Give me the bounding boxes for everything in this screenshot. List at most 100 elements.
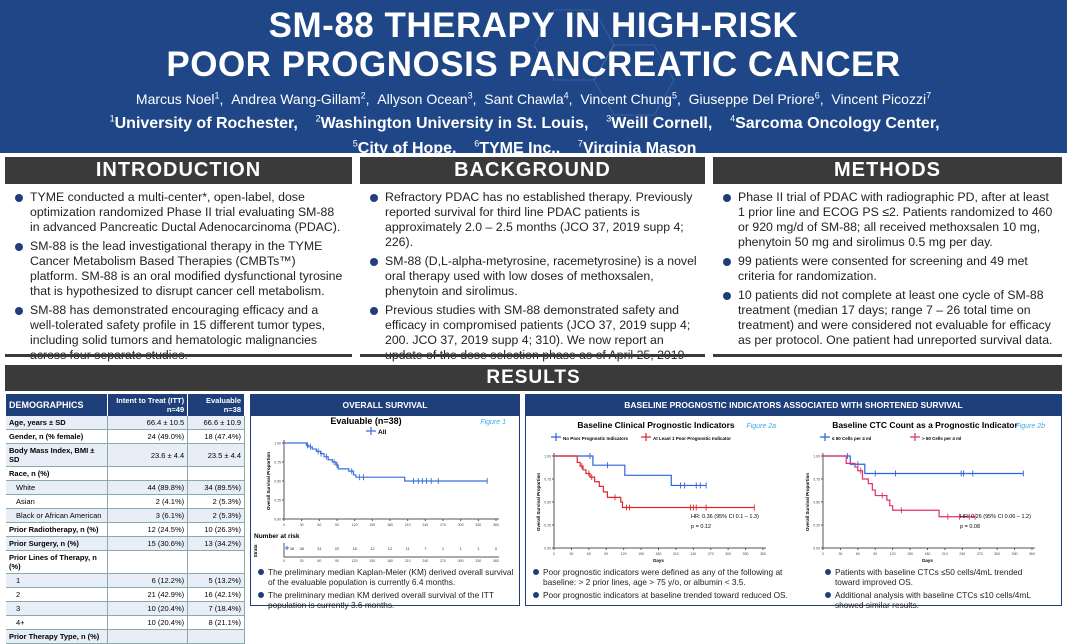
affiliation: 7Virginia Mason [578,140,714,153]
risk-count: 1 [477,546,480,551]
x-tick-label: 90 [873,552,877,556]
x-tick-label: 360 [493,523,499,527]
x-tick-label: 270 [440,523,446,527]
risk-count: 38 [299,546,304,551]
x-tick-label: 60 [587,552,591,556]
chart-title: Baseline Clinical Prognostic Indicators [577,420,735,430]
figure-label: Figure 2b [1015,423,1045,430]
x-tick-label: 360 [760,552,766,556]
author: Sant Chawla4, [484,91,580,107]
cell-value: 66.4 ± 10.5 [108,416,188,430]
x-tick-label: 90 [335,523,339,527]
x-tick-label: 150 [907,552,913,556]
risk-count: 22 [335,546,340,551]
y-axis-label: Overall Survival Proportion [805,473,810,532]
cell-value: 2 (5.3%) [188,495,245,509]
author-name: Marcus Noel [136,91,215,107]
author-name: Vincent Picozzi [831,91,926,107]
legend-marker [366,427,376,435]
title-line-1: SM-88 THERAPY IN HIGH-RISK [269,6,799,45]
risk-count: 12 [388,546,393,551]
x-tick-label: 90 [604,552,608,556]
affiliation: 3Weill Cornell, [606,115,730,132]
x-tick-label: 330 [1012,552,1018,556]
y-axis-label: Overall Survival Proportion [266,452,271,511]
x-tick-label: 60 [856,552,860,556]
x-tick-label: 300 [725,552,731,556]
section-title: BACKGROUND [360,157,705,184]
x-tick-label: 210 [405,523,411,527]
affiliation: 1University of Rochester, [110,115,316,132]
author: Allyson Ocean3, [377,91,484,107]
legend-marker [551,433,561,441]
cell-value [188,630,245,644]
bullet: Additional analysis with baseline CTCs ≤… [824,590,1049,610]
y-tick-label: 0.25 [813,524,820,528]
row-label: 4+ [6,616,108,630]
bullet: TYME conducted a multi-center*, open-lab… [13,190,344,235]
x-tick-label: 300 [458,523,464,527]
affiliation-name: Weill Cornell, [611,115,712,132]
row-label: Prior Radiotherapy, n (%) [6,523,108,537]
y-tick-label: 0.00 [813,547,820,551]
section-title: INTRODUCTION [5,157,352,184]
y-tick-label: 1.00 [274,442,281,446]
row-label: Prior Lines of Therapy, n (%) [6,551,108,574]
affiliation-name: University of Rochester, [115,115,298,132]
legend-label: ≤ 50 Cells per 4 ml [832,436,871,441]
cell-value: 44 (89.8%) [108,481,188,495]
affiliation-list: 1University of Rochester, 2Washington Un… [0,109,1067,153]
author: Marcus Noel1, [136,91,231,107]
cell-value: 2 (5.3%) [188,509,245,523]
x-tick-label: 300 [994,552,1000,556]
divider [713,354,1062,357]
x-tick-label: 240 [422,523,428,527]
x-tick-label: 210 [673,552,679,556]
affiliation-number: 6 [815,90,820,100]
cell-value: 7 (18.4%) [188,602,245,616]
cell-value [108,467,188,481]
section-title: METHODS [713,157,1062,184]
affiliation-name: City of Hope, [358,140,457,153]
risk-table-title: Number at risk [254,533,300,540]
bullet: Phase II trial of PDAC with radiographic… [721,190,1054,250]
x-axis-label: Days [922,558,933,563]
legend-label: At Least 1 Poor Prognostic Indicator [653,436,731,441]
risk-x-tick-label: 150 [369,559,375,563]
legend-marker [910,433,920,441]
risk-x-tick-label: 210 [405,559,411,563]
x-tick-label: 180 [656,552,662,556]
row-label: Age, years ± SD [6,416,108,430]
row-label: Black or African American [6,509,108,523]
annotation-text: p = 0.12 [691,524,711,530]
cell-value: 10 (20.4%) [108,602,188,616]
row-label: White [6,481,108,495]
row-label: Gender, n (% female) [6,430,108,444]
y-tick-label: 0.25 [274,499,281,503]
y-tick-label: 0.00 [544,547,551,551]
affiliation: 6TYME Inc., [474,140,578,153]
x-tick-label: 240 [959,552,965,556]
y-tick-label: 0.50 [544,501,551,505]
y-tick-label: 0.75 [274,461,281,465]
row-label: Race, n (%) [6,467,108,481]
x-tick-label: 150 [369,523,375,527]
bullet: SM-88 is the lead investigational therap… [13,239,344,299]
bullet: SM-88 (D,L-alpha-metyrosine, racemetyros… [368,254,697,299]
column-header: Evaluable n=38 [188,394,245,416]
risk-x-tick-label: 120 [352,559,358,563]
affiliation-name: Washington University in St. Louis, [321,115,589,132]
author-name: Giuseppe Del Priore [689,91,815,107]
background-section: BACKGROUND Refractory PDAC has no establ… [360,157,705,382]
annotation-text: HR: 0.36 (95% CI 0.1 – 1.3) [691,514,759,520]
affiliation-number: 7 [926,90,931,100]
survival-curve [823,456,975,517]
table-row: Race, n (%) [6,467,245,481]
bullet: Poor prognostic indicators at baseline t… [532,590,794,600]
